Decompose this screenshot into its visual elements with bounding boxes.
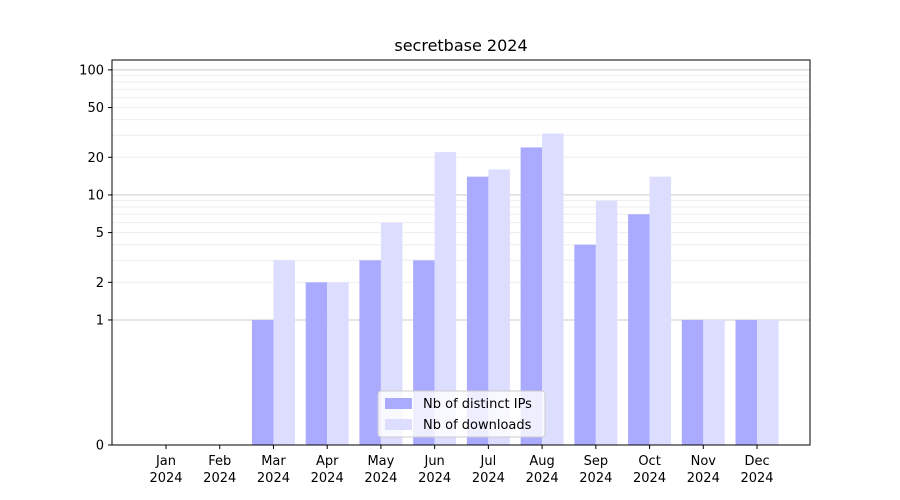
x-tick-label: Jun — [423, 454, 444, 469]
x-tick-label: Feb — [208, 454, 231, 469]
y-tick-label: 50 — [87, 101, 104, 116]
grid-layer — [112, 69, 810, 321]
x-tick-year-label: 2024 — [364, 471, 397, 486]
y-tick-label: 10 — [87, 188, 104, 203]
x-tick-label: Jul — [480, 454, 497, 469]
legend-label-downloads: Nb of downloads — [423, 418, 532, 433]
x-tick-label: Aug — [529, 454, 554, 469]
bar-distinct-ips — [574, 244, 596, 445]
legend: Nb of distinct IPs Nb of downloads — [377, 390, 546, 438]
y-axis: 0 1 2 5 10 20 50 100 — [79, 63, 112, 454]
x-tick-year-label: 2024 — [472, 471, 505, 486]
x-axis: Jan 2024 Feb 2024 Mar 2024 Apr 2024 May 2024 Jun 20… — [149, 445, 774, 486]
x-tick-year-label: 2024 — [579, 471, 612, 486]
bar-downloads — [595, 200, 618, 445]
legend-frame — [377, 390, 546, 438]
bar-downloads — [273, 260, 295, 445]
bar-downloads — [434, 152, 457, 445]
x-tick-label: May — [367, 454, 394, 469]
x-tick-label: Nov — [691, 454, 717, 469]
bar-downloads — [380, 222, 403, 445]
y-tick-label: 20 — [87, 151, 104, 166]
chart-title: secretbase 2024 — [394, 36, 527, 55]
bar-downloads — [649, 176, 672, 445]
bar-downloads — [327, 282, 349, 445]
x-tick-year-label: 2024 — [418, 471, 451, 486]
plot-frame — [111, 59, 811, 446]
bar-downloads — [757, 319, 779, 445]
x-tick-label: Jan — [155, 454, 176, 469]
bar-distinct-ips — [251, 319, 274, 445]
bar-distinct-ips — [735, 319, 758, 445]
bar-distinct-ips — [305, 282, 328, 445]
x-tick-year-label: 2024 — [633, 471, 666, 486]
y-tick-label: 0 — [96, 439, 104, 454]
bar-distinct-ips — [681, 319, 704, 445]
x-tick-year-label: 2024 — [740, 471, 773, 486]
y-tick-label: 100 — [79, 63, 104, 78]
bar-distinct-ips — [628, 214, 650, 445]
x-tick-year-label: 2024 — [526, 471, 559, 486]
x-tick-label: Oct — [638, 454, 660, 469]
bar-distinct-ips — [359, 260, 381, 445]
x-tick-year-label: 2024 — [203, 471, 236, 486]
legend-swatch-distinct-ips — [385, 398, 412, 409]
x-tick-label: Mar — [261, 454, 286, 469]
x-tick-label: Apr — [316, 454, 339, 469]
y-tick-label: 1 — [96, 313, 104, 328]
x-tick-year-label: 2024 — [257, 471, 290, 486]
x-tick-year-label: 2024 — [149, 471, 182, 486]
legend-label-distinct-ips: Nb of distinct IPs — [423, 397, 532, 412]
x-tick-year-label: 2024 — [311, 471, 344, 486]
y-tick-label: 5 — [96, 226, 104, 241]
x-tick-year-label: 2024 — [687, 471, 720, 486]
y-tick-label: 2 — [96, 276, 104, 291]
x-tick-label: Dec — [744, 454, 769, 469]
bar-distinct-ips — [466, 176, 489, 445]
x-tick-label: Sep — [584, 454, 609, 469]
bar-downloads — [703, 319, 725, 445]
bar-downloads — [542, 133, 564, 445]
legend-swatch-downloads — [385, 419, 412, 430]
bar-distinct-ips — [520, 147, 543, 446]
bar-downloads — [488, 169, 510, 445]
